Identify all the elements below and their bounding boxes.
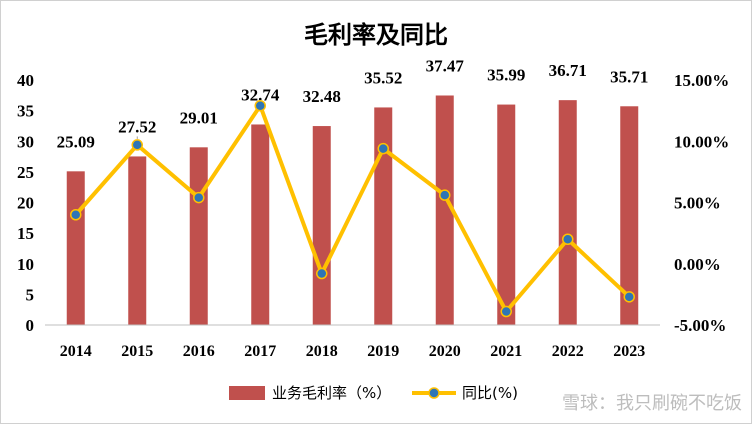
legend: 业务毛利率（%） 同比(%) — [229, 384, 518, 402]
line-point — [623, 291, 635, 303]
legend-label-bar: 业务毛利率（%） — [272, 384, 391, 402]
bar-data-label: 32.48 — [303, 87, 341, 106]
bar-data-label: 35.99 — [487, 66, 525, 85]
bar-data-label: 35.52 — [364, 68, 402, 87]
bar-data-label: 37.47 — [426, 56, 465, 75]
line-point — [70, 209, 82, 221]
bar-data-label: 25.09 — [57, 132, 95, 151]
legend-swatch-bar — [229, 386, 265, 400]
x-tick-label: 2014 — [60, 343, 92, 360]
right-tick-label: 15.00% — [674, 71, 729, 90]
line-point — [316, 267, 328, 280]
line-series — [70, 99, 635, 318]
legend-label-line: 同比(%) — [462, 384, 518, 402]
line-point — [193, 191, 205, 204]
bar-data-label: 29.01 — [180, 108, 218, 127]
x-tick-label: 2016 — [183, 343, 215, 360]
bar-data-label: 35.71 — [610, 67, 648, 86]
x-tick-label: 2019 — [367, 343, 399, 360]
bar — [435, 95, 454, 325]
right-axis: -5.00% 0.00% 5.00% 10.00% 15.00% — [674, 71, 729, 335]
x-tick-label: 2017 — [244, 343, 276, 360]
x-tick-label: 2020 — [429, 343, 461, 360]
x-tick-label: 2018 — [306, 343, 338, 360]
left-axis: 0 5 10 15 20 25 30 35 40 — [17, 71, 34, 335]
line-path — [74, 103, 631, 314]
chart-title: 毛利率及同比 — [304, 21, 448, 49]
line-point — [500, 305, 512, 318]
bar — [312, 126, 331, 325]
x-tick-label: 2021 — [490, 343, 522, 360]
left-tick-label: 15 — [17, 224, 34, 243]
line-point — [562, 233, 574, 245]
left-tick-label: 25 — [17, 163, 34, 182]
bar — [128, 156, 147, 325]
bar — [497, 104, 516, 325]
bar-data-label: 32.74 — [241, 85, 280, 104]
bar — [558, 100, 577, 326]
right-tick-label: 0.00% — [674, 255, 721, 274]
bar — [66, 171, 85, 325]
left-tick-label: 35 — [17, 102, 34, 121]
x-axis: 2014 2015 2016 2017 2018 2019 2020 2021 2022 2023 — [45, 324, 660, 360]
bar-data-labels: 25.09 27.52 29.01 32.74 32.48 35.52 37.47 35.99… — [57, 56, 649, 151]
line-point — [439, 189, 451, 201]
bar-data-label: 36.71 — [549, 61, 587, 80]
right-tick-label: 10.00% — [674, 132, 729, 151]
x-tick-label: 2023 — [613, 343, 645, 360]
bar — [189, 147, 208, 325]
line-point — [131, 139, 143, 151]
left-tick-label: 30 — [17, 132, 34, 151]
line-point — [254, 99, 266, 112]
x-tick-label: 2022 — [552, 343, 584, 360]
x-tick-label: 2015 — [121, 343, 153, 360]
watermark-text: 雪球：我只刷碗不吃饭 — [562, 393, 742, 414]
right-tick-label: -5.00% — [674, 316, 726, 335]
left-tick-label: 5 — [26, 285, 35, 304]
left-tick-label: 0 — [26, 316, 35, 335]
left-tick-label: 40 — [17, 71, 34, 90]
left-tick-label: 20 — [17, 194, 34, 213]
left-tick-label: 10 — [17, 255, 34, 274]
bar — [374, 107, 393, 325]
legend-marker — [428, 387, 440, 399]
right-tick-label: 5.00% — [674, 194, 721, 213]
bar — [251, 124, 270, 325]
bar — [620, 106, 639, 326]
bar-data-label: 27.52 — [118, 117, 156, 136]
line-point — [377, 142, 389, 155]
